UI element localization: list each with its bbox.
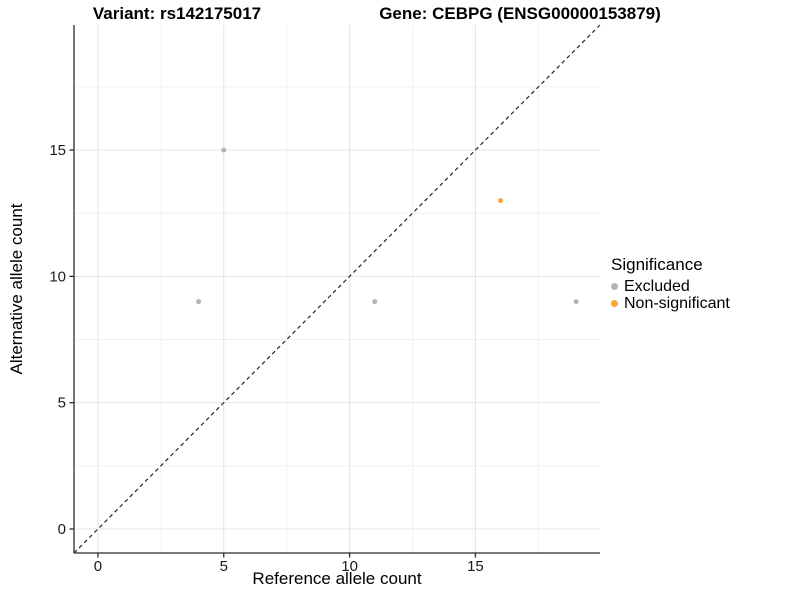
x-tick-label: 0 [94, 558, 102, 575]
y-tick-label: 0 [58, 521, 66, 538]
data-point-excluded [573, 299, 579, 305]
data-point-excluded [196, 299, 202, 305]
legend-title: Significance [611, 255, 703, 274]
x-tick-label: 5 [220, 558, 228, 575]
identity-line [73, 24, 601, 554]
excluded-dot-icon [611, 283, 618, 290]
plot-title-variant: Variant: rs142175017 [92, 4, 262, 23]
y-tick-label: 15 [49, 142, 66, 159]
legend-item-non-significant: Non-significant [611, 295, 730, 312]
data-point-excluded [372, 299, 378, 305]
x-tick-label: 15 [467, 558, 484, 575]
plot-title-gene: Gene: CEBPG (ENSG00000153879) [379, 4, 661, 23]
x-axis-title: Reference allele count [252, 569, 422, 588]
y-axis-title: Alternative allele count [7, 203, 26, 375]
data-point-excluded [221, 147, 227, 153]
x-tick-label: 10 [341, 558, 358, 575]
legend-item-excluded: Excluded [611, 278, 730, 295]
legend-label-excluded: Excluded [624, 278, 690, 295]
data-point-non-significant [498, 198, 504, 204]
non-significant-dot-icon [611, 300, 618, 307]
y-tick-label: 10 [49, 268, 66, 285]
y-tick-label: 5 [58, 395, 66, 412]
legend-label-non-significant: Non-significant [624, 295, 730, 312]
legend: Significance Excluded Non-significant [611, 255, 730, 312]
